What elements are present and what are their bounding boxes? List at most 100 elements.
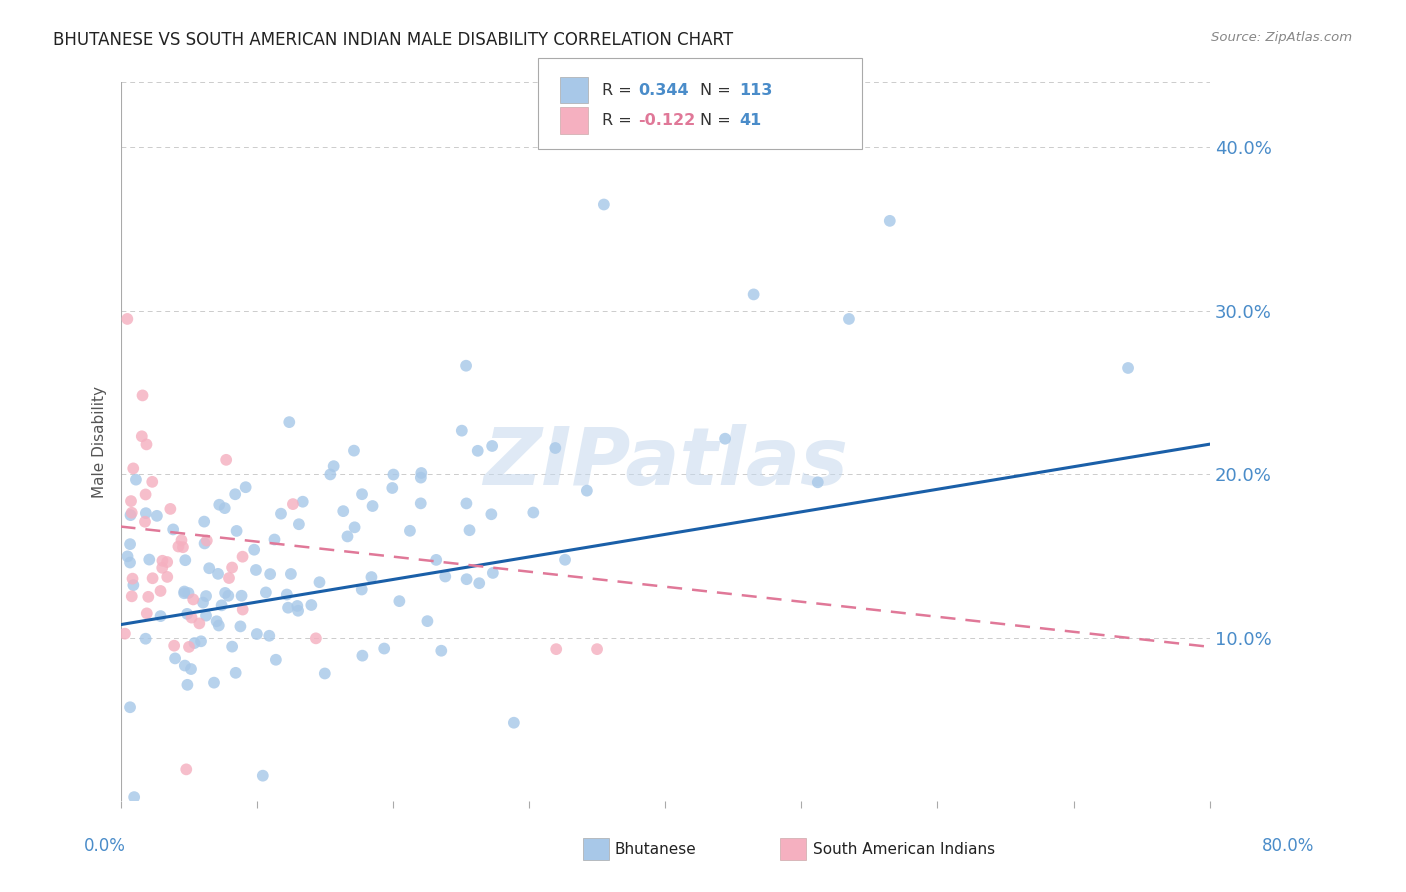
Text: R =: R = [602, 113, 637, 128]
Point [214, 586, 236, 600]
Point [131, 429, 153, 443]
Point [467, 443, 489, 458]
Point [254, 585, 277, 599]
Text: BHUTANESE VS SOUTH AMERICAN INDIAN MALE DISABILITY CORRELATION CHART: BHUTANESE VS SOUTH AMERICAN INDIAN MALE … [53, 31, 734, 49]
Point [194, 536, 217, 550]
Point [165, 651, 187, 665]
Point [141, 475, 163, 489]
Point [173, 658, 195, 673]
Point [458, 523, 481, 537]
Point [481, 439, 503, 453]
Point [121, 572, 143, 586]
Point [149, 584, 172, 599]
Point [308, 575, 330, 590]
Point [131, 388, 153, 402]
Point [135, 632, 157, 646]
Point [277, 600, 299, 615]
Point [208, 618, 231, 632]
Point [218, 571, 240, 585]
Point [259, 629, 281, 643]
Point [156, 555, 179, 569]
Point [714, 432, 737, 446]
Point [180, 610, 202, 624]
Point [456, 572, 478, 586]
Text: N =: N = [700, 113, 737, 128]
Point [150, 561, 173, 575]
Point [373, 641, 395, 656]
Point [122, 578, 145, 592]
Point [138, 552, 160, 566]
Point [232, 602, 254, 616]
Point [350, 487, 373, 501]
Point [163, 639, 186, 653]
Point [174, 763, 197, 777]
Text: ZIPatlas: ZIPatlas [482, 424, 848, 502]
Point [205, 614, 228, 628]
Point [177, 586, 200, 600]
Point [807, 475, 830, 490]
Point [259, 567, 281, 582]
Point [120, 508, 142, 523]
Point [208, 498, 231, 512]
Text: 41: 41 [740, 113, 762, 128]
Point [135, 437, 157, 451]
Point [592, 197, 614, 211]
Point [1116, 361, 1139, 376]
Point [136, 590, 159, 604]
Point [742, 287, 765, 301]
Point [544, 441, 567, 455]
Point [176, 607, 198, 621]
Point [434, 569, 457, 583]
Text: Bhutanese: Bhutanese [614, 842, 696, 856]
Point [122, 790, 145, 805]
Point [319, 467, 342, 482]
Point [122, 461, 145, 475]
Point [125, 473, 148, 487]
Point [454, 359, 477, 373]
Point [181, 592, 204, 607]
Point [173, 586, 195, 600]
Point [243, 542, 266, 557]
Point [416, 614, 439, 628]
Point [350, 582, 373, 597]
Point [314, 666, 336, 681]
Point [554, 553, 576, 567]
Point [120, 700, 142, 714]
Point [190, 634, 212, 648]
Point [430, 644, 453, 658]
Point [202, 675, 225, 690]
Point [193, 515, 215, 529]
Point [263, 533, 285, 547]
Text: R =: R = [602, 83, 637, 97]
Text: 113: 113 [740, 83, 773, 97]
Point [120, 494, 142, 508]
Point [195, 608, 218, 623]
Point [411, 466, 433, 480]
Point [211, 599, 233, 613]
Point [142, 571, 165, 585]
Text: -0.122: -0.122 [638, 113, 696, 128]
Point [409, 470, 432, 484]
Point [546, 642, 568, 657]
Point [156, 570, 179, 584]
Text: 0.344: 0.344 [638, 83, 689, 97]
Point [221, 560, 243, 574]
Point [174, 553, 197, 567]
Point [343, 520, 366, 534]
Point [121, 506, 143, 520]
Point [232, 549, 254, 564]
Point [278, 415, 301, 429]
Point [332, 504, 354, 518]
Point [117, 549, 139, 564]
Point [135, 506, 157, 520]
Point [170, 533, 193, 548]
Point [215, 453, 238, 467]
Point [117, 312, 139, 326]
Y-axis label: Male Disability: Male Disability [93, 385, 107, 498]
Point [121, 590, 143, 604]
Point [135, 487, 157, 501]
Point [252, 769, 274, 783]
Point [468, 576, 491, 591]
Point [159, 502, 181, 516]
Point [305, 632, 328, 646]
